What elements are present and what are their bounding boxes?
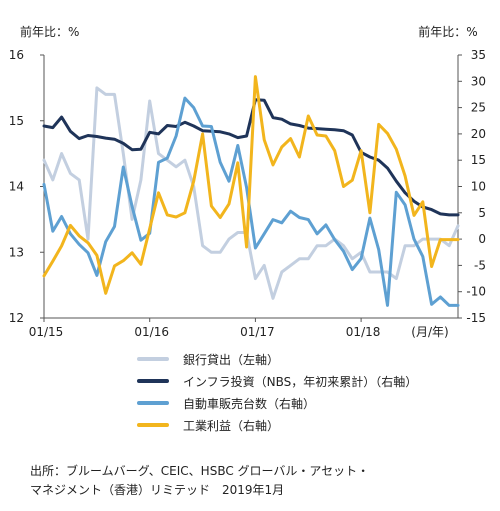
right-tick-label: 15: [471, 153, 486, 167]
x-ticks: 01/15 01/16 01/17 01/18: [29, 318, 381, 339]
right-tick-label: 25: [471, 101, 486, 115]
left-y-ticks: 12 13 14 15 16: [9, 48, 44, 325]
source-note: 出所：ブルームバーグ、CEIC、HSBC グローバル・アセット・ マネジメント（…: [30, 462, 369, 500]
source-line-1: 出所：ブルームバーグ、CEIC、HSBC グローバル・アセット・: [30, 464, 370, 478]
source-line-2: マネジメント（香港）リミテッド 2019年1月: [30, 483, 285, 497]
series-line-auto_sales: [42, 96, 460, 307]
left-tick-label: 14: [9, 180, 24, 194]
right-tick-label: -15: [466, 311, 486, 325]
legend-item-auto-sales: 自動車販売台数（右軸）: [137, 392, 417, 414]
right-tick-label: -5: [474, 258, 486, 272]
line-chart: 前年比：% 前年比：% 12 13 14 15 16 -15 -10 -5 0 5 10 15 20 2…: [9, 24, 486, 339]
x-unit-label: (月/年): [411, 325, 448, 339]
right-tick-label: 5: [478, 206, 486, 220]
left-tick-label: 16: [9, 48, 24, 62]
legend-swatch-infrastructure: [137, 379, 169, 383]
series-line-industrial_profits: [42, 75, 460, 295]
legend-label-infrastructure: インフラ投資（NBS，年初来累計）（右軸）: [183, 374, 418, 389]
x-tick-label: 01/16: [134, 325, 169, 339]
legend-label-auto-sales: 自動車販売台数（右軸）: [183, 396, 316, 411]
series-layer: [42, 75, 460, 307]
legend-label-bank-loans: 銀行貸出（左軸）: [183, 352, 280, 367]
series-line-infrastructure: [42, 98, 460, 217]
legend: 銀行貸出（左軸） インフラ投資（NBS，年初来累計）（右軸） 自動車販売台数（右…: [137, 348, 417, 436]
x-tick-label: 01/18: [346, 325, 381, 339]
left-tick-label: 15: [9, 114, 24, 128]
right-y-ticks: -15 -10 -5 0 5 10 15 20 25 30 35: [458, 48, 486, 325]
left-axis-label: 前年比：%: [20, 24, 79, 39]
legend-swatch-bank-loans: [137, 357, 169, 361]
x-tick-label: 01/15: [29, 325, 64, 339]
x-tick-label: 01/17: [240, 325, 275, 339]
right-tick-label: 35: [471, 48, 486, 62]
right-tick-label: 30: [471, 74, 486, 88]
legend-label-industrial-profits: 工業利益（右軸）: [183, 418, 280, 433]
left-tick-label: 12: [9, 311, 24, 325]
right-axis-label: 前年比：%: [418, 24, 477, 39]
legend-item-bank-loans: 銀行貸出（左軸）: [137, 348, 417, 370]
legend-item-industrial-profits: 工業利益（右軸）: [137, 414, 417, 436]
right-tick-label: -10: [466, 285, 486, 299]
right-tick-label: 10: [471, 180, 486, 194]
legend-swatch-industrial-profits: [137, 423, 169, 427]
left-tick-label: 13: [9, 245, 24, 259]
right-tick-label: 0: [478, 232, 486, 246]
legend-swatch-auto-sales: [137, 401, 169, 405]
legend-item-infrastructure: インフラ投資（NBS，年初来累計）（右軸）: [137, 370, 417, 392]
right-tick-label: 20: [471, 127, 486, 141]
